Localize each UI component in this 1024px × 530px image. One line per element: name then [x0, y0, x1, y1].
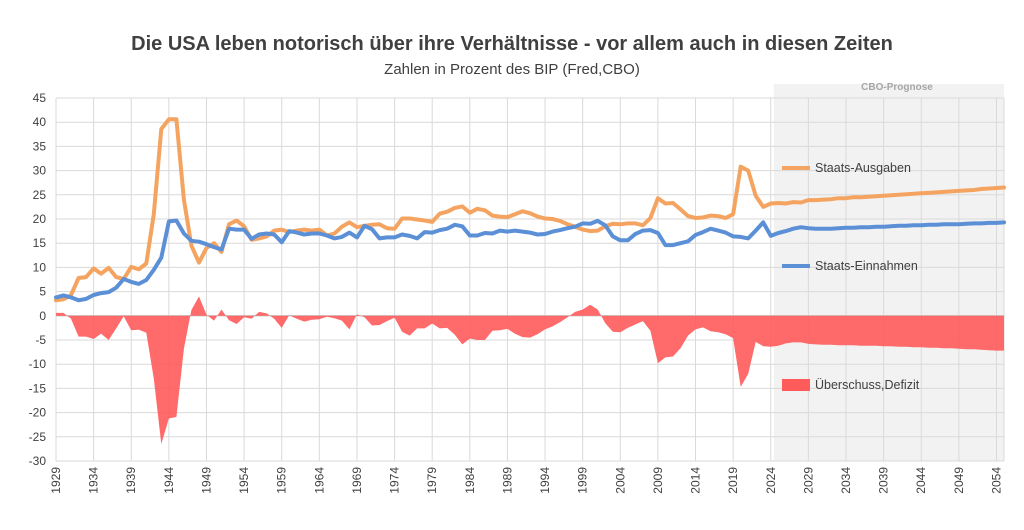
x-tick-label: 2049 — [952, 467, 966, 494]
legend-einnahmen-label: Staats-Einnahmen — [815, 259, 918, 273]
x-tick-label: 1934 — [87, 467, 101, 494]
y-axis-ticks: 45 40 35 30 25 20 15 10 5 0 -5 -10 -15 -20 -25 -30 — [29, 91, 47, 468]
x-axis-ticks: 1929 1934 1939 1944 1949 1954 1959 1964 1969 1974… — [49, 467, 1003, 494]
x-tick-label: 1939 — [124, 467, 138, 494]
x-tick-label: 2004 — [613, 467, 627, 494]
x-tick-label: 2054 — [989, 467, 1003, 494]
x-tick-label: 1969 — [350, 467, 364, 494]
x-tick-label: 1959 — [275, 467, 289, 494]
x-tick-label: 2024 — [764, 467, 778, 494]
y-tick-label: 45 — [33, 91, 47, 105]
legend-ausgaben-label: Staats-Ausgaben — [815, 161, 911, 175]
x-tick-label: 1944 — [162, 467, 176, 494]
y-tick-label: -10 — [29, 357, 47, 371]
x-tick-label: 1984 — [463, 467, 477, 494]
y-tick-label: 35 — [33, 139, 47, 153]
x-tick-label: 2034 — [839, 467, 853, 494]
x-tick-label: 2044 — [914, 467, 928, 494]
forecast-label: CBO-Prognose — [861, 82, 933, 93]
legend: Staats-Ausgaben Staats-Einnahmen Überschus… — [782, 161, 920, 392]
y-tick-label: 15 — [33, 236, 47, 250]
x-tick-label: 1989 — [500, 467, 514, 494]
series-line-ausgaben — [54, 117, 1006, 303]
y-tick-label: 25 — [33, 188, 47, 202]
y-tick-label: -15 — [29, 381, 47, 395]
x-tick-label: 1979 — [425, 467, 439, 494]
y-tick-label: -25 — [29, 430, 47, 444]
y-tick-label: 0 — [39, 309, 46, 323]
y-tick-label: 10 — [33, 260, 47, 274]
x-tick-label: 1954 — [237, 467, 251, 494]
x-tick-label: 2014 — [689, 467, 703, 494]
x-tick-label: 1964 — [312, 467, 326, 494]
y-tick-label: -30 — [29, 454, 47, 468]
x-tick-label: 1929 — [49, 467, 63, 494]
x-tick-label: 2039 — [877, 467, 891, 494]
x-tick-label: 1974 — [388, 467, 402, 494]
x-tick-label: 2019 — [726, 467, 740, 494]
y-tick-label: 5 — [39, 285, 46, 299]
y-tick-label: 30 — [33, 164, 47, 178]
deficit-area-layer — [56, 296, 1004, 445]
x-tick-label: 2029 — [801, 467, 815, 494]
deficit-area — [56, 296, 1004, 445]
series-line-einnahmen — [54, 218, 1006, 303]
y-tick-label: -5 — [35, 333, 46, 347]
line-layer — [54, 117, 1006, 303]
legend-saldo-label: Überschuss,Defizit — [815, 378, 920, 392]
legend-saldo-swatch — [782, 379, 810, 391]
chart-subtitle: Zahlen in Prozent des BIP (Fred,CBO) — [384, 61, 640, 78]
x-tick-label: 1949 — [199, 467, 213, 494]
y-tick-label: 20 — [33, 212, 47, 226]
y-tick-label: -20 — [29, 406, 47, 420]
chart-title: Die USA leben notorisch über ihre Verhäl… — [131, 33, 893, 55]
x-tick-label: 2009 — [651, 467, 665, 494]
x-tick-label: 1999 — [576, 467, 590, 494]
x-tick-label: 1994 — [538, 467, 552, 494]
y-tick-label: 40 — [33, 115, 47, 129]
